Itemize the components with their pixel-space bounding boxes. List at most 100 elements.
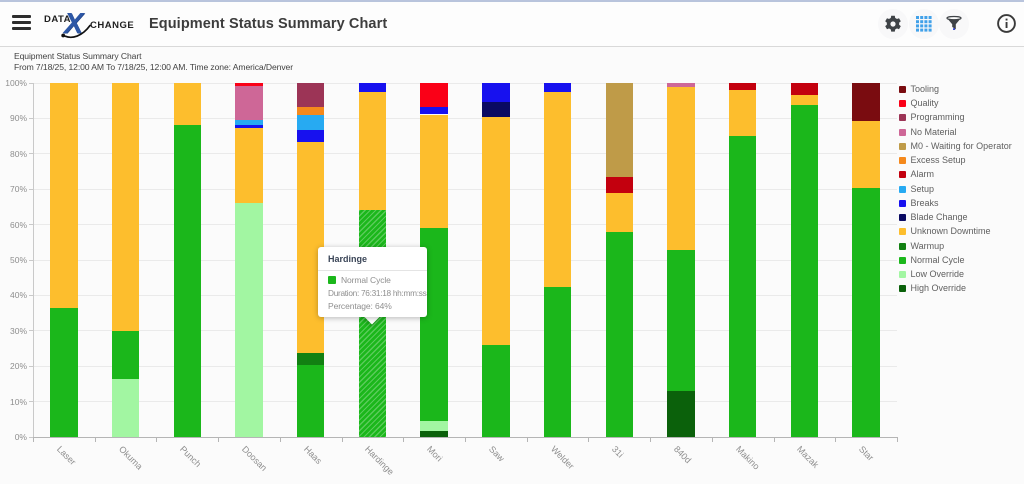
legend-swatch xyxy=(899,128,906,136)
bar-segment-welder-unknown-downtime[interactable] xyxy=(543,92,572,287)
bar-segment-31i-alarm[interactable] xyxy=(605,176,634,193)
chart-subtitle: From 7/18/25, 12:00 AM To 7/18/25, 12:00… xyxy=(14,62,293,72)
bar-segment-doosan-setup[interactable] xyxy=(235,120,263,126)
x-axis-tick xyxy=(341,437,343,442)
bar-segment-star-normal-cycle[interactable] xyxy=(852,188,880,437)
y-axis-label: 100% xyxy=(5,78,27,88)
legend-swatch xyxy=(899,142,906,150)
gridline xyxy=(33,330,897,332)
y-axis-tick xyxy=(29,401,33,403)
legend-swatch xyxy=(899,100,906,108)
bar-segment-saw-breaks[interactable] xyxy=(482,83,510,103)
y-axis-tick xyxy=(29,259,33,261)
bar-segment-saw-normal-cycle[interactable] xyxy=(482,344,510,437)
bar-segment-840d-normal-cycle[interactable] xyxy=(667,250,695,391)
bar-segment-laser-unknown-downtime[interactable] xyxy=(50,83,78,308)
legend-swatch xyxy=(899,199,906,207)
bar-segment-840d-no-material[interactable] xyxy=(667,83,695,87)
grid-view-button[interactable] xyxy=(909,9,939,39)
filter-icon xyxy=(946,15,962,30)
filter-button[interactable] xyxy=(939,9,969,39)
grid-icon xyxy=(916,16,932,32)
legend-swatch xyxy=(899,285,906,293)
gridline xyxy=(33,365,897,367)
legend-label: Normal Cycle xyxy=(910,254,965,265)
y-axis-label: 10% xyxy=(9,396,27,407)
bar-segment-haas-setup[interactable] xyxy=(296,114,325,130)
bar-segment-haas-warmup[interactable] xyxy=(296,353,325,365)
bar-segment-punch-unknown-downtime[interactable] xyxy=(173,83,202,126)
bar-segment-mori-low-override[interactable] xyxy=(420,420,448,431)
bar-segment-haas-excess-setup[interactable] xyxy=(296,107,325,115)
y-axis-label: 60% xyxy=(9,219,27,230)
y-axis-tick xyxy=(29,294,33,296)
x-axis-tick xyxy=(650,437,652,442)
bar-segment-okuma-normal-cycle[interactable] xyxy=(111,330,140,379)
bar-segment-mori-breaks[interactable] xyxy=(420,107,448,115)
gridline xyxy=(33,117,897,119)
y-axis-tick xyxy=(29,365,33,367)
bar-segment-hardinge-unknown-downtime[interactable] xyxy=(358,91,387,211)
bar-segment-welder-breaks[interactable] xyxy=(543,83,572,93)
tooltip-percentage: Percentage: 64% xyxy=(328,301,392,311)
tooltip-series-name: Normal Cycle xyxy=(341,274,391,285)
logo-swoosh xyxy=(61,24,91,39)
bar-segment-haas-normal-cycle[interactable] xyxy=(296,364,325,437)
bar-segment-doosan-low-override[interactable] xyxy=(235,203,263,437)
y-axis-tick xyxy=(29,224,33,226)
legend-swatch xyxy=(899,242,906,250)
bar-segment-31i-unknown-downtime[interactable] xyxy=(605,192,634,232)
bar-segment-mazak-unknown-downtime[interactable] xyxy=(790,94,819,106)
x-axis-tick xyxy=(218,437,220,442)
bar-segment-hardinge-breaks[interactable] xyxy=(358,83,387,92)
bar-segment-star-unknown-downtime[interactable] xyxy=(852,120,880,189)
bar-segment-mori-unknown-downtime[interactable] xyxy=(420,114,448,228)
tooltip-duration: Duration: 76:31:18 hh:mm:ss xyxy=(328,288,427,298)
bar-segment-31i-normal-cycle[interactable] xyxy=(605,231,634,437)
bar-segment-mori-quality[interactable] xyxy=(420,83,448,108)
bar-segment-makino-unknown-downtime[interactable] xyxy=(728,89,757,136)
gridline xyxy=(33,82,897,84)
legend-swatch xyxy=(899,228,906,236)
settings-button[interactable] xyxy=(878,9,908,39)
bar-segment-840d-high-override[interactable] xyxy=(667,390,695,437)
legend-label: M0 - Waiting for Operator xyxy=(910,140,1012,151)
bar-segment-saw-blade-change[interactable] xyxy=(482,102,510,117)
logo-x: X xyxy=(64,8,84,40)
bar-segment-mazak-alarm[interactable] xyxy=(790,83,819,95)
bar-segment-star-tooling[interactable] xyxy=(852,83,880,121)
x-axis-tick xyxy=(588,437,590,442)
bar-segment-saw-unknown-downtime[interactable] xyxy=(482,116,510,345)
bar-segment-mori-high-override[interactable] xyxy=(420,430,448,437)
y-axis-tick xyxy=(29,117,33,119)
bar-segment-doosan-breaks[interactable] xyxy=(235,125,263,128)
y-axis-label: 0% xyxy=(14,432,27,442)
window-top-strip xyxy=(0,0,1024,2)
bar-segment-okuma-low-override[interactable] xyxy=(111,378,140,437)
info-button[interactable] xyxy=(997,14,1016,33)
dataxchange-logo[interactable]: DATA X CHANGE xyxy=(43,6,143,44)
bar-segment-okuma-unknown-downtime[interactable] xyxy=(111,83,140,331)
bar-segment-mazak-normal-cycle[interactable] xyxy=(790,105,819,437)
bar-segment-haas-breaks[interactable] xyxy=(296,129,325,142)
y-axis xyxy=(33,83,34,437)
bar-segment-laser-normal-cycle[interactable] xyxy=(50,307,78,437)
bar-segment-doosan-no-material[interactable] xyxy=(235,86,263,121)
x-axis-tick xyxy=(897,437,898,442)
legend-swatch xyxy=(899,271,906,279)
bar-segment-makino-normal-cycle[interactable] xyxy=(728,135,757,437)
bar-segment-doosan-unknown-downtime[interactable] xyxy=(235,127,263,204)
bar-segment-doosan-quality[interactable] xyxy=(235,83,263,87)
menu-icon[interactable] xyxy=(12,14,32,31)
gridline xyxy=(33,401,897,403)
chart-title: Equipment Status Summary Chart xyxy=(14,51,142,61)
bar-segment-31i-m0---waiting-for-operator[interactable] xyxy=(605,83,634,177)
y-axis-label: 80% xyxy=(9,148,27,159)
bar-segment-welder-normal-cycle[interactable] xyxy=(543,286,572,437)
x-axis-tick xyxy=(773,437,775,442)
bar-segment-haas-programming[interactable] xyxy=(296,83,325,108)
bar-segment-840d-unknown-downtime[interactable] xyxy=(667,86,695,251)
bar-segment-punch-normal-cycle[interactable] xyxy=(173,125,202,437)
bar-segment-makino-alarm[interactable] xyxy=(728,83,757,90)
logo-text-data: DATA xyxy=(44,14,71,25)
